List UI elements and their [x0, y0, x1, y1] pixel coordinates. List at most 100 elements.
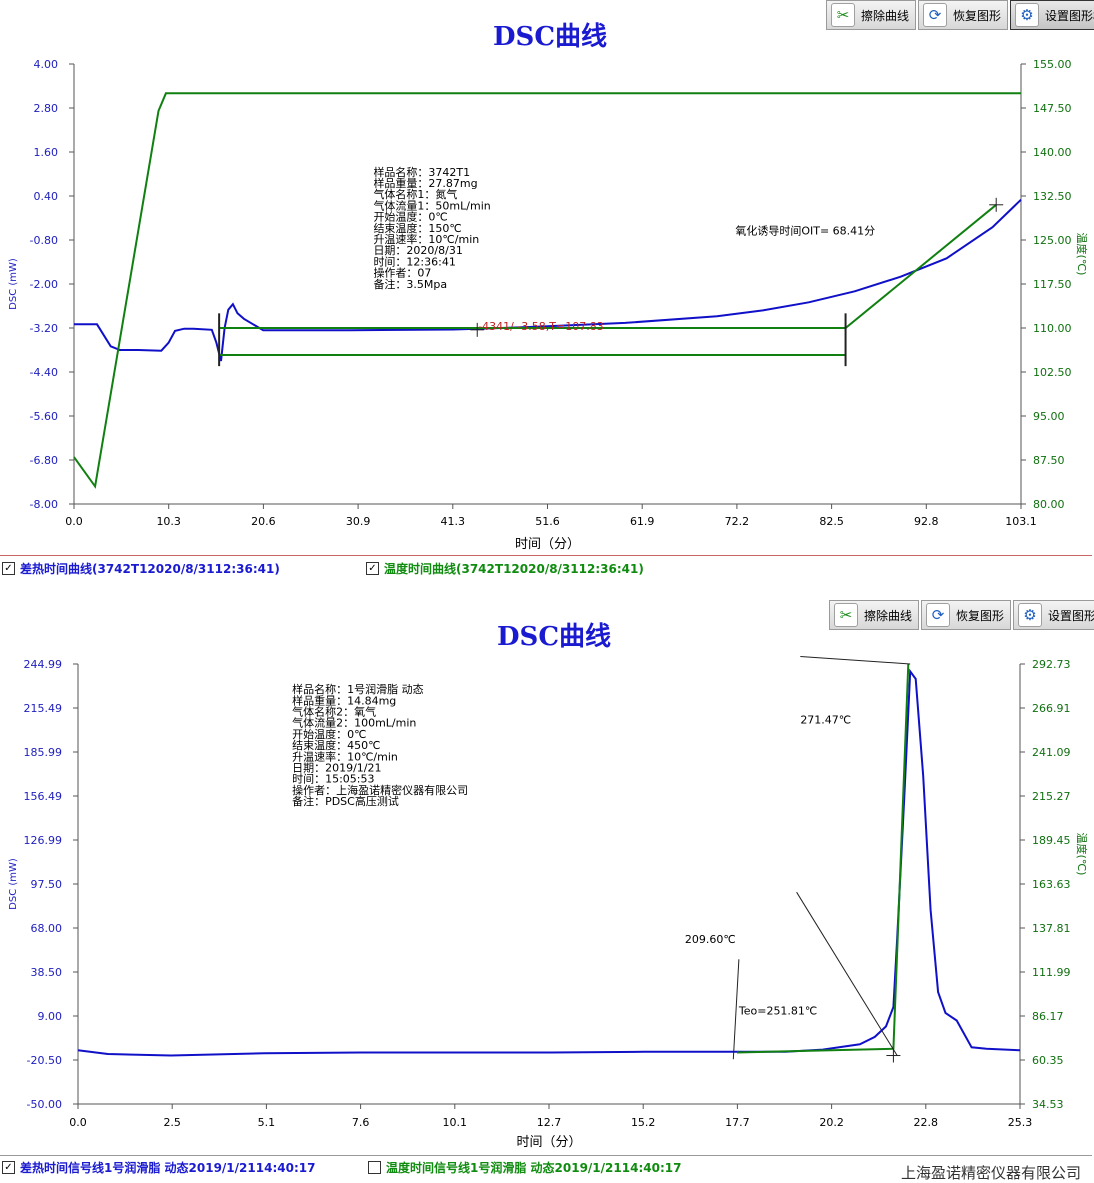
y-tick-label: 1.60	[34, 146, 59, 159]
y2-tick-label: 241.09	[1032, 746, 1071, 759]
legend-temp-label: 温度时间曲线(3742T12020/8/3112:36:41)	[384, 562, 644, 576]
legend-temp-series[interactable]: ✓ 温度时间曲线(3742T12020/8/3112:36:41)	[366, 560, 644, 577]
company-footer: 上海盈诺精密仪器有限公司	[901, 1164, 1082, 1182]
sample-info-line: 样品重量：27.87mg	[373, 176, 477, 190]
checkbox-dsc-series[interactable]: ✓	[2, 562, 15, 575]
sample-info-line: 样品重量：14.84mg	[292, 693, 396, 707]
y2-axis-label: 温度(℃)	[1075, 833, 1089, 876]
chart-toolbar: ✂ 擦除曲线 ⟳ 恢复图形 ⚙ 设置图形格	[829, 600, 1094, 630]
restore-graph-label: 恢复图形	[953, 8, 1002, 23]
x-tick-label: 82.5	[819, 515, 844, 528]
y2-tick-label: 87.50	[1033, 454, 1065, 467]
gear-icon: ⚙	[1018, 603, 1043, 627]
erase-curve-button[interactable]: ✂ 擦除曲线	[826, 0, 917, 30]
x-tick-label: 61.9	[630, 515, 655, 528]
y2-tick-label: 111.99	[1032, 966, 1071, 979]
x-tick-label: 5.1	[258, 1116, 276, 1129]
legend-dsc-series[interactable]: ✓ 差热时间曲线(3742T12020/8/3112:36:41)	[2, 560, 280, 577]
x-tick-label: 22.8	[914, 1116, 939, 1129]
scissors-icon: ✂	[834, 603, 858, 627]
x-tick-label: 10.3	[156, 515, 181, 528]
x-tick-label: 15.2	[631, 1116, 656, 1129]
checkbox-temp-series[interactable]	[368, 1161, 381, 1174]
checkbox-temp-series[interactable]: ✓	[366, 562, 379, 575]
chart-toolbar: ✂ 擦除曲线 ⟳ 恢复图形 ⚙ 设置图形格	[826, 0, 1094, 30]
sample-info-line: 开始温度：0℃	[373, 210, 447, 224]
legend-dsc-label: 差热时间信号线1号润滑脂 动态2019/1/2114:40:17	[20, 1161, 316, 1175]
series-line-0	[77, 668, 1021, 1057]
x-tick-label: 20.2	[819, 1116, 844, 1129]
chart-title: DSC曲线	[493, 22, 608, 52]
sample-info-line: 结束温度：150℃	[373, 221, 461, 235]
erase-curve-label: 擦除曲线	[861, 8, 910, 23]
leader-line	[800, 656, 911, 665]
erase-curve-button[interactable]: ✂ 擦除曲线	[829, 600, 920, 630]
y2-tick-label: 102.50	[1033, 366, 1072, 379]
x-axis-label: 时间（分）	[515, 537, 580, 552]
checkbox-dsc-series[interactable]: ✓	[2, 1161, 15, 1174]
y2-tick-label: 163.63	[1032, 878, 1071, 891]
y2-tick-label: 132.50	[1033, 190, 1072, 203]
x-tick-label: 0.0	[65, 515, 83, 528]
sample-info-line: 样品名称：1号润滑脂 动态	[292, 682, 424, 696]
y-tick-label: 185.99	[24, 746, 63, 759]
y2-tick-label: 34.53	[1032, 1098, 1064, 1111]
y-tick-label: 9.00	[38, 1010, 63, 1023]
graph-settings-label: 设置图形格	[1045, 8, 1094, 23]
y-tick-label: 215.49	[24, 702, 63, 715]
x-tick-label: 41.3	[441, 515, 466, 528]
y-tick-label: -6.80	[30, 454, 58, 467]
y2-axis-label: 温度(℃)	[1075, 233, 1089, 276]
sample-info-line: 时间：15:05:53	[292, 773, 374, 786]
x-tick-label: 0.0	[69, 1116, 87, 1129]
sample-info-line: 时间：12:36:41	[373, 255, 455, 268]
y2-tick-label: 110.00	[1033, 322, 1072, 335]
y-axis-label: DSC (mW)	[8, 858, 19, 910]
dsc-chart-panel-1: 4.00 2.80 1.60 0.40 -0.80 -2.00 -3.20 -4.40 -5.6…	[0, 0, 1094, 580]
sample-info-line: 备注：3.5Mpa	[373, 277, 447, 291]
y2-tick-label: 60.35	[1032, 1054, 1064, 1067]
y-tick-label: 156.49	[24, 790, 63, 803]
graph-settings-button[interactable]: ⚙ 设置图形格	[1013, 600, 1094, 630]
annotation: 氧化诱导时间OIT= 68.41分	[735, 224, 875, 238]
series-line-1	[73, 92, 1021, 489]
y2-tick-label: 266.91	[1032, 702, 1071, 715]
sample-info-line: 开始温度：0℃	[292, 727, 366, 741]
graph-settings-label: 设置图形格	[1048, 608, 1094, 623]
refresh-icon: ⟳	[926, 603, 951, 627]
sample-info-line: 气体名称1：氮气	[373, 187, 457, 201]
sample-info-line: 气体名称2：氧气	[292, 704, 376, 718]
sample-info-line: 备注：PDSC高压测试	[292, 794, 399, 808]
leader-line	[732, 959, 740, 1060]
annotation: -4341/ -3.58,T=107.83	[478, 320, 604, 333]
sample-info-line: 升温速率：10℃/min	[292, 749, 398, 763]
y2-tick-label: 95.00	[1033, 410, 1065, 423]
y-tick-label: 244.99	[24, 658, 63, 671]
legend-dsc-series[interactable]: ✓ 差热时间信号线1号润滑脂 动态2019/1/2114:40:17	[2, 1159, 315, 1176]
x-tick-label: 2.5	[163, 1116, 181, 1129]
y2-tick-label: 80.00	[1033, 498, 1065, 511]
sample-info-line: 日期：2019/1/21	[292, 761, 381, 774]
x-tick-label: 25.3	[1008, 1116, 1033, 1129]
x-tick-label: 92.8	[914, 515, 939, 528]
y-tick-label: 126.99	[24, 834, 63, 847]
y2-tick-label: 140.00	[1033, 146, 1072, 159]
x-tick-label: 10.1	[443, 1116, 468, 1129]
sample-info-line: 气体流量2：100mL/min	[292, 716, 416, 730]
scissors-icon: ✂	[831, 3, 855, 27]
restore-graph-button[interactable]: ⟳ 恢复图形	[918, 0, 1009, 30]
legend-temp-series[interactable]: 温度时间信号线1号润滑脂 动态2019/1/2114:40:17	[368, 1159, 681, 1176]
dsc-chart-1: 4.00 2.80 1.60 0.40 -0.80 -2.00 -3.20 -4.40 -5.6…	[8, 58, 1089, 552]
y2-tick-label: 215.27	[1032, 790, 1071, 803]
y2-tick-label: 292.73	[1032, 658, 1071, 671]
y-axis-label: DSC (mW)	[8, 258, 19, 310]
y-tick-label: -3.20	[30, 322, 58, 335]
y-tick-label: 2.80	[34, 102, 59, 115]
y2-tick-label: 155.00	[1033, 58, 1072, 71]
restore-graph-button[interactable]: ⟳ 恢复图形	[921, 600, 1012, 630]
graph-settings-button[interactable]: ⚙ 设置图形格	[1010, 0, 1094, 30]
annotation: 271.47℃	[800, 714, 851, 727]
x-tick-label: 17.7	[725, 1116, 750, 1129]
y-tick-label: -0.80	[30, 234, 58, 247]
y2-tick-label: 137.81	[1032, 922, 1071, 935]
